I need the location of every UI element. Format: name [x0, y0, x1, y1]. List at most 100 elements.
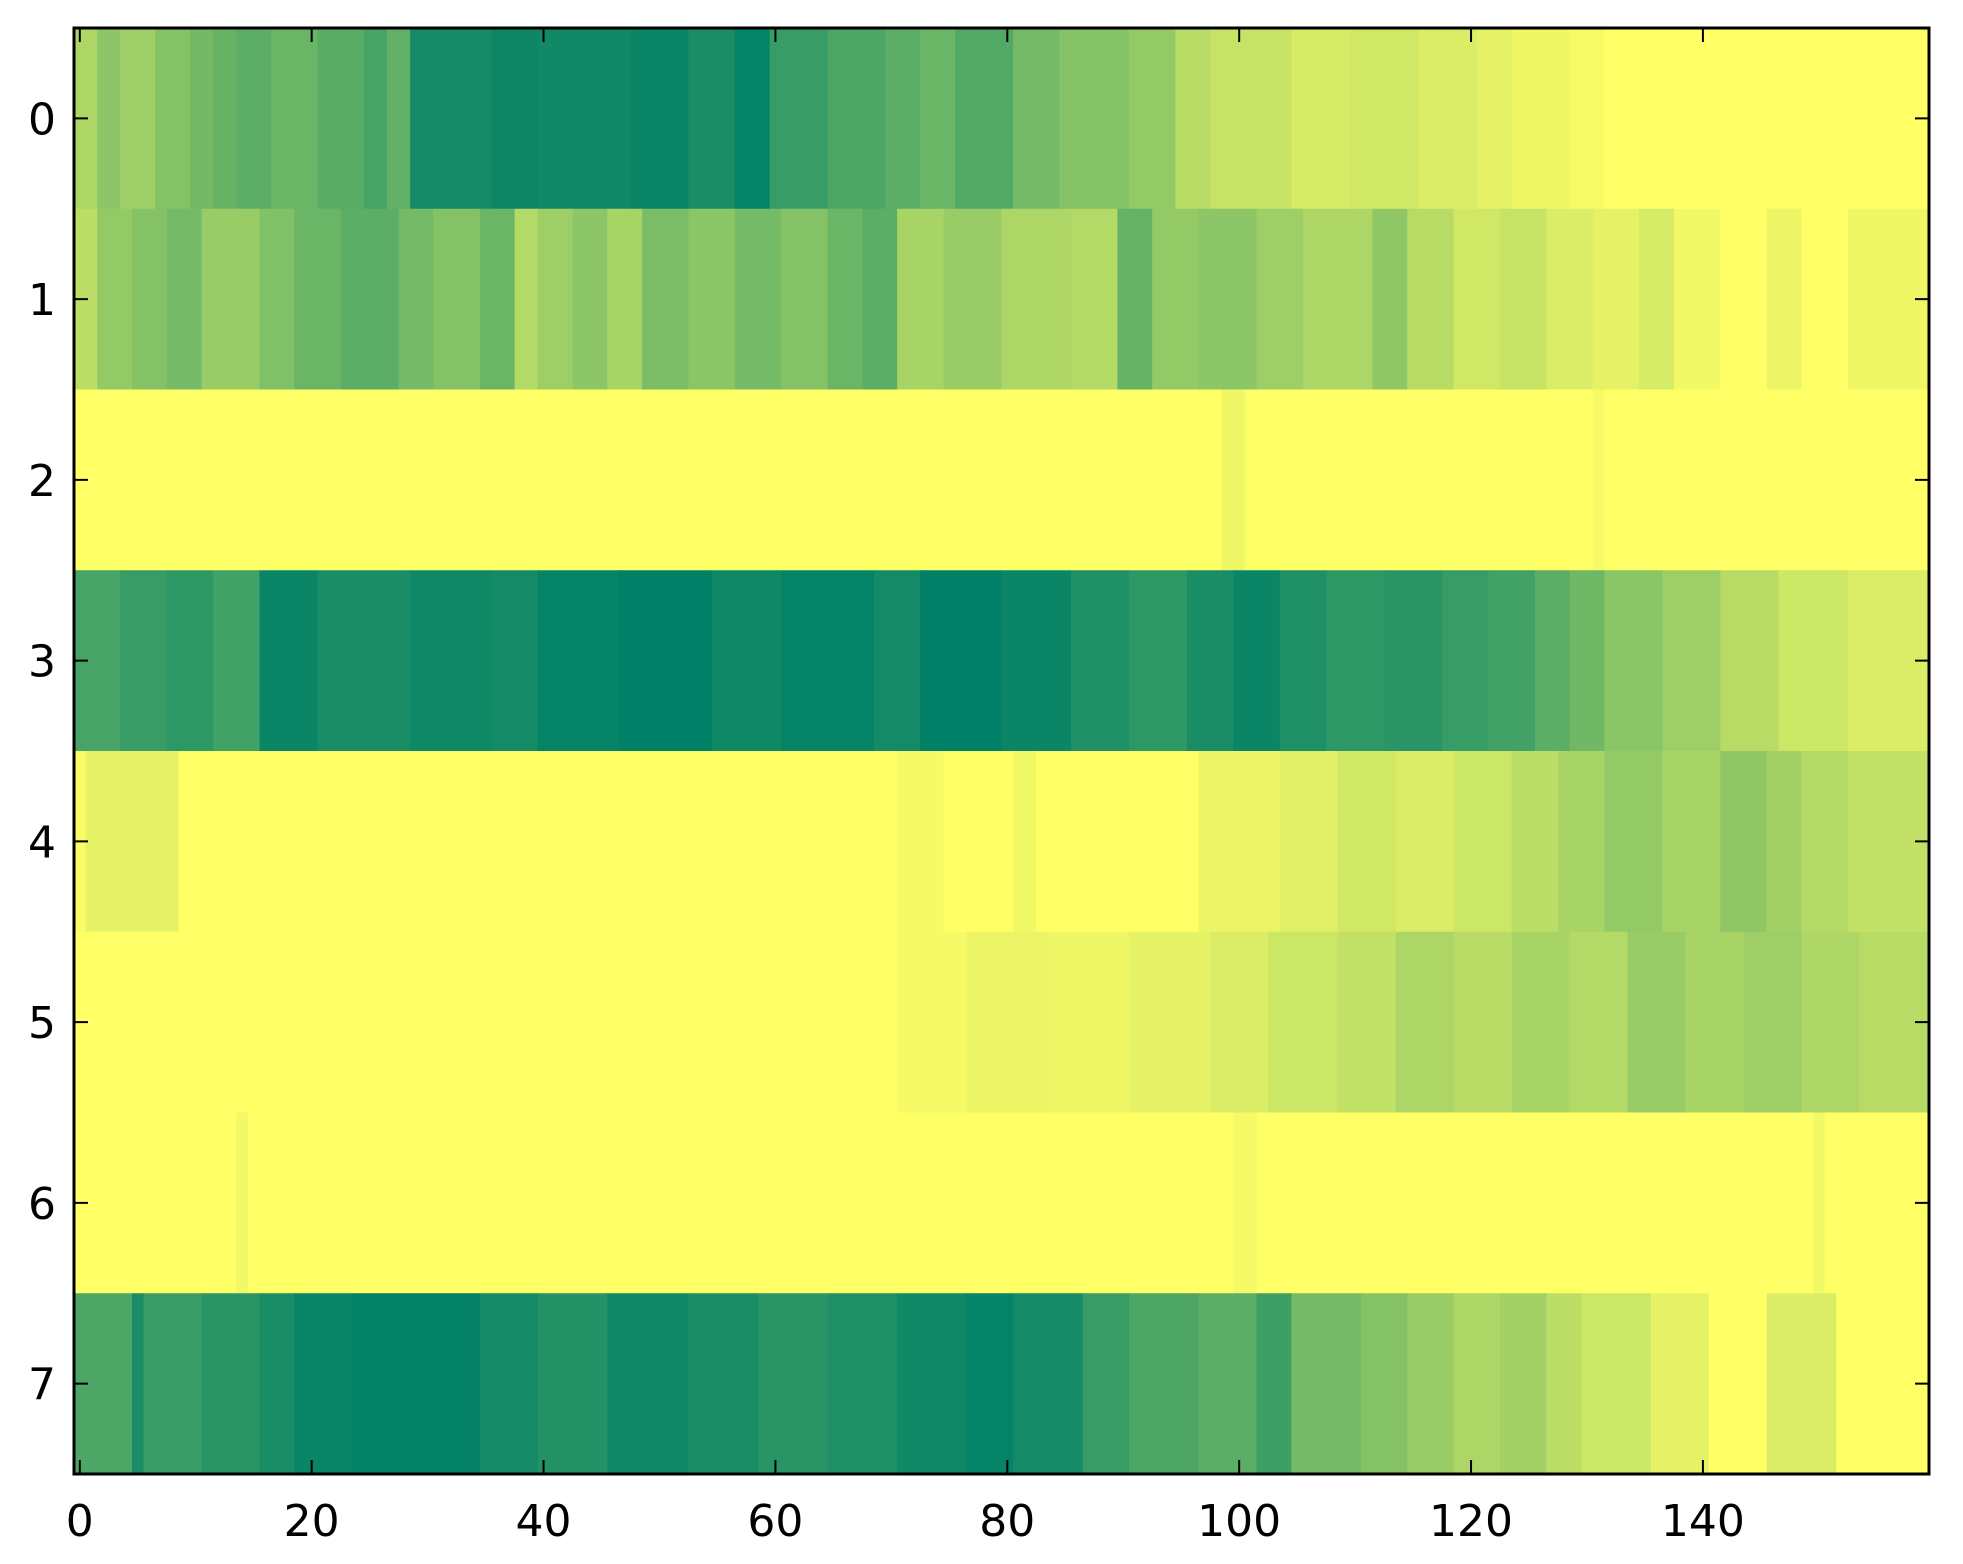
heatmap-cell-row4-col71-74: [897, 751, 945, 933]
heatmap-cell-row0-col65-69: [827, 28, 887, 210]
heatmap-cell-row6-col14-14: [236, 1112, 249, 1294]
heatmap-cell-row7-col5-5: [131, 1293, 145, 1475]
heatmap-cell-row4-col119-123: [1453, 751, 1513, 933]
heatmap-cell-row7-col35-39: [479, 1293, 539, 1475]
heatmap-cell-row0-col7-9: [155, 28, 191, 210]
heatmap-cell-row5-col134-138: [1627, 931, 1687, 1114]
heatmap-cell-row1-col146-148: [1766, 208, 1803, 391]
heatmap-cell-row0-col12-13: [213, 28, 237, 210]
heatmap-cell-row0-col70-72: [885, 28, 921, 210]
heatmap-cell-row1-col35-37: [479, 208, 516, 391]
heatmap-cell-row1-col135-137: [1639, 208, 1675, 391]
y-tick-label-7: 7: [28, 1360, 56, 1411]
heatmap-cell-row3-col8-11: [166, 570, 214, 752]
heatmap-cell-row3-col91-95: [1129, 570, 1188, 752]
heatmap-cell-row3-col132-136: [1604, 570, 1663, 752]
heatmap-cell-row1-col16-18: [259, 208, 295, 391]
heatmap-cell-row1-col11-15: [201, 208, 261, 391]
heatmap-cell-row2-col131-131: [1592, 389, 1605, 571]
heatmap-cell-row7-col127-129: [1546, 1293, 1582, 1475]
heatmap-cell-row5-col144-148: [1743, 931, 1803, 1114]
heatmap-cell-row1-col93-96: [1152, 208, 1200, 391]
heatmap-cell-row1-col142-145: [1720, 208, 1768, 391]
x-tick-label-0: 0: [66, 1496, 94, 1547]
heatmap-cell-row1-col43-45: [572, 208, 608, 391]
heatmap-cell-row3-col147-152: [1778, 570, 1849, 752]
x-tick-label-120: 120: [1429, 1496, 1513, 1547]
heatmap-cell-row2-col132-159: [1604, 389, 1930, 571]
heatmap-cell-row1-col31-34: [433, 208, 481, 391]
heatmap-cell-row6-col15-99: [247, 1112, 1234, 1294]
axis-tick-labels: 0 20 40 60 80 100 120 140 0 1 2 3 4 5 6 7: [28, 94, 1745, 1547]
heatmap-cell-row1-col106-111: [1302, 208, 1374, 391]
heatmap-cell-row0-col17-20: [271, 28, 319, 210]
heatmap-cell-row1-col46-48: [607, 208, 643, 391]
heatmap-cell-row4-col97-103: [1198, 751, 1281, 933]
heatmap-cell-row0-col124-128: [1511, 28, 1571, 210]
heatmap-cell-row6-col100-101: [1233, 1112, 1258, 1294]
heatmap-cell-row7-col81-86: [1013, 1293, 1084, 1475]
heatmap-cell-row1-col49-52: [642, 208, 690, 391]
plot-frame: [72, 26, 1931, 1476]
heatmap-cell-row4-col104-108: [1279, 751, 1339, 933]
heatmap-cell-row5-col139-143: [1685, 931, 1745, 1114]
heatmap-cell-row3-col113-117: [1384, 570, 1443, 752]
heatmap-cell-row5-col77-83: [966, 931, 1049, 1114]
heatmap-cell-row2-col99-100: [1221, 389, 1246, 571]
heatmap-cell-row3-col100-103: [1233, 570, 1281, 752]
heatmap-cell-row0-col91-94: [1129, 28, 1177, 210]
heatmap-cell-row3-col21-28: [317, 570, 411, 752]
heatmap-cell-row1-col138-141: [1673, 208, 1721, 391]
y-tick-label-1: 1: [28, 275, 56, 326]
heatmap-cell-row3-col47-54: [618, 570, 713, 752]
x-tick-label-140: 140: [1661, 1496, 1745, 1547]
heatmap-cell-row4-col146-148: [1766, 751, 1803, 933]
heatmap-cell-row1-col119-122: [1453, 208, 1501, 391]
heatmap-cell-row1-col80-85: [1001, 208, 1072, 391]
heatmap-cell-row7-col6-10: [143, 1293, 203, 1475]
heatmap-cell-row0-col40-47: [537, 28, 632, 210]
heatmap-cell-row7-col19-23: [294, 1293, 353, 1475]
x-tick-label-40: 40: [516, 1496, 572, 1547]
heatmap-cell-row7-col146-151: [1766, 1293, 1837, 1475]
heatmap-cell-row7-col53-58: [688, 1293, 759, 1475]
heatmap-cell-row1-col102-105: [1256, 208, 1304, 391]
heatmap-cell-row0-col27-28: [387, 28, 411, 210]
heatmap-cell-row7-col97-101: [1198, 1293, 1258, 1475]
heatmap-cell-row4-col128-131: [1558, 751, 1605, 933]
heatmap-cell-row7-col11-15: [201, 1293, 261, 1475]
heatmap-cell-row0-col73-75: [920, 28, 956, 210]
heatmap-cell-row0-col95-97: [1175, 28, 1211, 210]
heatmap-cell-row5-col119-123: [1453, 931, 1513, 1114]
heatmap-cell-row7-col123-126: [1500, 1293, 1548, 1475]
heatmap-cell-row0-col132-159: [1604, 28, 1930, 210]
heatmap-cell-row5-col124-128: [1511, 931, 1571, 1114]
heatmap-cell-row3-col86-90: [1071, 570, 1130, 752]
heatmap-cell-row4-col1-8: [85, 751, 179, 933]
heatmap-cell-row3-col61-68: [781, 570, 875, 752]
heatmap-cell-row1-col61-64: [781, 208, 829, 391]
heatmap-cell-row4-col124-127: [1511, 751, 1559, 933]
heatmap-cell-row0-col25-26: [363, 28, 388, 210]
heatmap-cell-row3-col55-60: [711, 570, 782, 752]
heatmap-cell-row0-col14-16: [236, 28, 272, 210]
heatmap-cell-row0-col81-84: [1013, 28, 1061, 210]
heatmap-cell-row6-col151-159: [1824, 1112, 1930, 1294]
heatmap-cell-row7-col16-18: [259, 1293, 295, 1475]
heatmap-cell-row3-col73-79: [920, 570, 1003, 752]
y-tick-label-2: 2: [28, 456, 56, 507]
heatmap-cell-row1-col123-126: [1500, 208, 1548, 391]
heatmap-cell-row3-col104-107: [1279, 570, 1327, 752]
heatmap-cell-row0-col4-6: [120, 28, 156, 210]
heatmap-cell-row0-col21-24: [317, 28, 365, 210]
y-tick-label-4: 4: [28, 817, 56, 868]
heatmap-cell-row3-col16-20: [259, 570, 319, 752]
heatmap-cell-row3-col142-146: [1720, 570, 1779, 752]
x-tick-label-80: 80: [979, 1496, 1035, 1547]
heatmap-cell-row4-col81-82: [1013, 751, 1037, 933]
heatmap-cell-row1-col90-92: [1117, 208, 1153, 391]
heatmap-cell-row7-col71-76: [897, 1293, 968, 1475]
heatmap-cell-row1-col23-27: [340, 208, 400, 391]
heatmap-cell-row2-col101-130: [1244, 389, 1594, 571]
